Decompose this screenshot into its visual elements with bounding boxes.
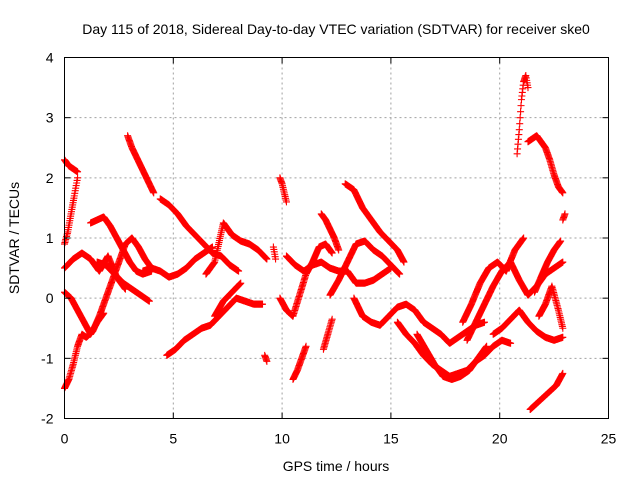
series-track-k <box>163 294 267 359</box>
series-track-ah <box>559 210 569 224</box>
series-track-p <box>276 174 290 206</box>
series-track-h <box>124 132 158 197</box>
series-track-b <box>61 234 156 392</box>
data-point <box>100 309 108 317</box>
series-track-i <box>139 243 216 281</box>
series-track-aa <box>463 258 567 344</box>
series-track-c <box>61 174 82 248</box>
data-point <box>516 114 524 122</box>
y-tick-label: 1 <box>46 230 54 246</box>
y-tick-label: 2 <box>46 170 54 186</box>
data-point <box>516 120 524 128</box>
data-point <box>74 168 82 176</box>
series-track-ag <box>535 282 567 332</box>
y-tick-label: -1 <box>41 350 54 366</box>
series-track-o <box>269 243 280 263</box>
data-point <box>517 102 525 110</box>
y-tick-label: -2 <box>41 411 54 427</box>
data-point <box>282 198 290 206</box>
series-track-ai <box>526 369 567 413</box>
series-track-u <box>319 315 336 353</box>
series-track-y <box>393 318 515 380</box>
series-track-f <box>87 213 156 278</box>
y-axis-label: SDTVAR / TECUs <box>6 182 22 294</box>
data-point <box>74 174 82 182</box>
data-layer <box>61 72 569 413</box>
chart-title: Day 115 of 2018, Sidereal Day-to-day VTE… <box>82 21 590 37</box>
x-tick-label: 25 <box>601 431 617 447</box>
data-point <box>559 324 567 332</box>
y-tick-label: 4 <box>46 50 54 66</box>
series-track-ae <box>524 132 567 197</box>
y-tick-label: 0 <box>46 290 54 306</box>
series-track-n <box>261 351 271 365</box>
x-tick-label: 20 <box>492 431 508 447</box>
data-point <box>515 126 523 134</box>
data-point <box>328 315 336 323</box>
x-tick-label: 5 <box>169 431 177 447</box>
series-track-e <box>61 288 108 338</box>
y-tick-label: 3 <box>46 110 54 126</box>
x-tick-label: 10 <box>274 431 290 447</box>
series-track-q <box>276 240 336 320</box>
data-point <box>517 108 525 116</box>
x-tick-label: 15 <box>383 431 399 447</box>
series-track-s <box>289 342 310 383</box>
grid <box>64 57 609 419</box>
x-tick-label: 0 <box>61 431 69 447</box>
x-axis-label: GPS time / hours <box>283 458 390 474</box>
